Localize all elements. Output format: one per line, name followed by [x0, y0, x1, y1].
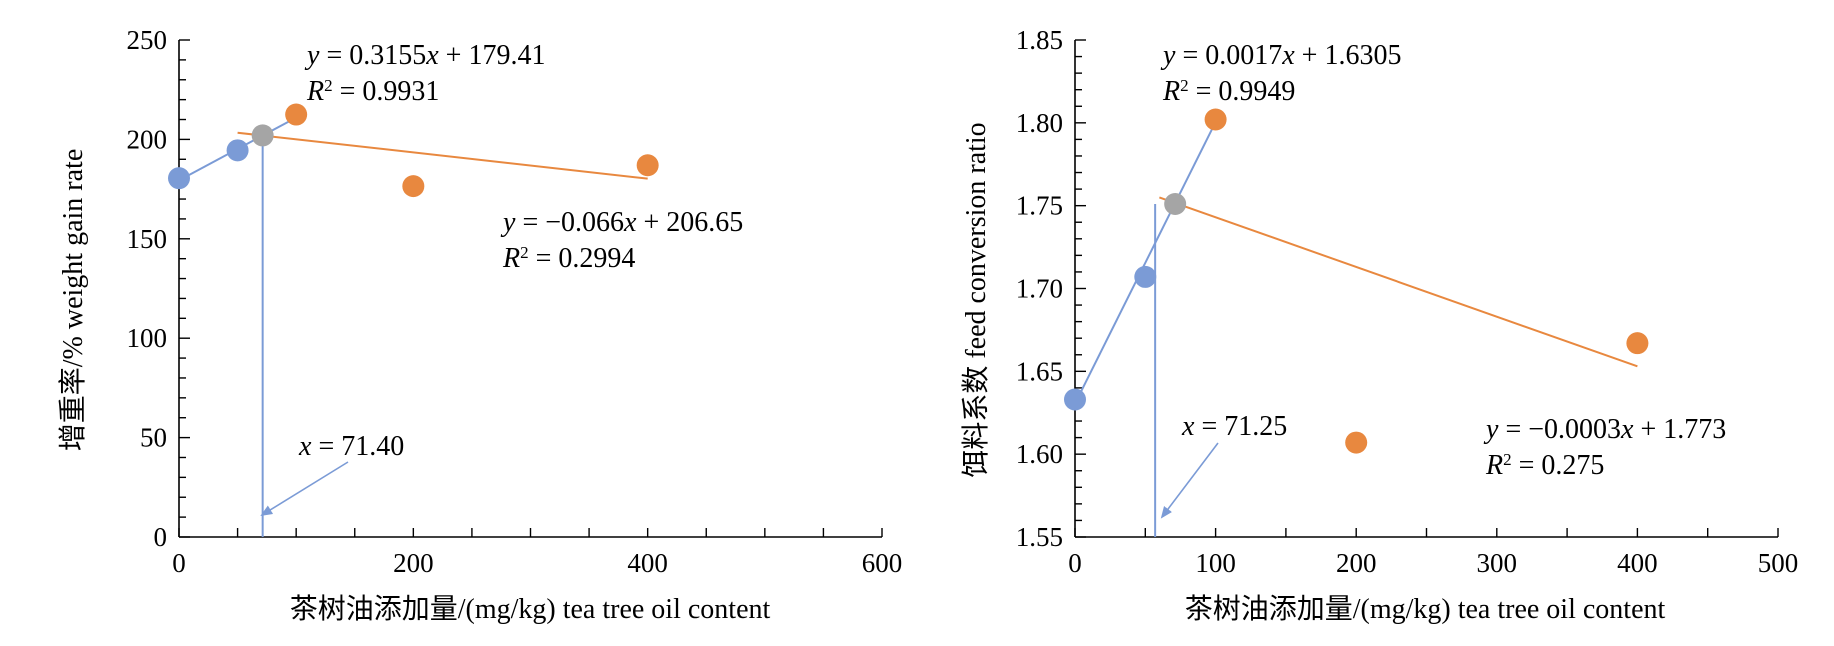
y-tick-label: 1.75	[1016, 191, 1063, 221]
eq-intercept: + 179.41	[439, 40, 546, 71]
x-tick-label: 600	[862, 548, 903, 578]
data-point-orange	[1626, 332, 1649, 355]
data-point-orange	[285, 103, 308, 126]
y-axis-title: 饵料系数 feed conversion ratio	[960, 122, 992, 477]
x-axis-title: 茶树油添加量/(mg/kg) tea tree oil content	[1185, 593, 1666, 625]
y-tick-label: 200	[127, 124, 168, 154]
data-point-gray	[251, 124, 274, 147]
r-var: R	[1485, 450, 1503, 481]
fit-line-blue	[1074, 121, 1217, 405]
y-tick-label: 1.85	[1016, 25, 1063, 55]
x-intersection-label: x = 71.25	[1181, 411, 1287, 442]
eq-var-y: y	[500, 207, 516, 238]
fit-equation-blue: y = 0.0017x + 1.6305	[1160, 40, 1401, 71]
x-tick-label: 400	[627, 548, 668, 578]
x-tick-label: 400	[1617, 548, 1658, 578]
x-intersection-arrow	[1160, 442, 1219, 519]
eq-intercept: + 1.773	[1633, 414, 1726, 445]
eq-coef: = −0.066	[515, 207, 624, 238]
r-value: = 0.275	[1512, 450, 1605, 481]
eq-var-y: y	[304, 40, 320, 71]
fit-equation-orange: y = −0.066x + 206.65	[500, 207, 743, 238]
y-tick-label: 0	[154, 522, 168, 552]
r-squared-blue: R2 = 0.9931	[306, 76, 439, 108]
fit-line-orange	[1159, 196, 1638, 368]
y-tick-label: 250	[127, 25, 168, 55]
x-value: = 71.25	[1194, 411, 1287, 442]
x-var: x	[1181, 411, 1195, 442]
data-point-orange	[1204, 108, 1227, 131]
fit-equation-orange: y = −0.0003x + 1.773	[1483, 414, 1726, 445]
eq-var-y: y	[1160, 40, 1176, 71]
x-intersection-label: x = 71.40	[298, 431, 404, 462]
y-tick-label: 1.80	[1016, 108, 1063, 138]
fit-equation-blue: y = 0.3155x + 179.41	[304, 40, 545, 71]
data-point-orange	[402, 175, 425, 198]
r-var: R	[306, 76, 324, 107]
y-tick-label: 1.70	[1016, 274, 1063, 304]
x-tick-label: 500	[1758, 548, 1799, 578]
r-var: R	[502, 243, 520, 274]
r-var: R	[1162, 76, 1180, 107]
r-value: = 0.2994	[529, 243, 636, 274]
r-value: = 0.9949	[1189, 76, 1296, 107]
x-var: x	[298, 431, 312, 462]
y-tick-label: 1.65	[1016, 356, 1063, 386]
r-squared-orange: R2 = 0.2994	[502, 243, 635, 275]
eq-var-x: x	[1281, 40, 1295, 71]
y-tick-label: 1.55	[1016, 522, 1063, 552]
x-tick-label: 200	[1336, 548, 1377, 578]
x-intersection-arrow	[260, 461, 349, 517]
r-value: = 0.9931	[333, 76, 440, 107]
eq-coef: = −0.0003	[1498, 414, 1621, 445]
eq-var-x: x	[425, 40, 439, 71]
data-point-orange	[636, 154, 659, 177]
y-axis-title: 增重率/% weight gain rate	[57, 149, 89, 451]
x-tick-label: 0	[1068, 548, 1082, 578]
x-value: = 71.40	[311, 431, 404, 462]
y-tick-label: 1.60	[1016, 439, 1063, 469]
eq-var-x: x	[1620, 414, 1634, 445]
x-tick-label: 300	[1477, 548, 1518, 578]
eq-coef: = 0.3155	[319, 40, 426, 71]
y-tick-label: 100	[127, 323, 168, 353]
data-point-gray	[1164, 193, 1187, 216]
r-squared-orange: R2 = 0.275	[1485, 450, 1604, 482]
y-tick-label: 50	[140, 423, 167, 453]
data-point-blue	[226, 139, 249, 162]
feed-conversion-chart: 0 100 200 300 400 500 1.55 1.60 1.65 1.70 1.75 1.80…	[960, 25, 1798, 625]
r-exponent: 2	[520, 243, 529, 262]
r-squared-blue: R2 = 0.9949	[1162, 76, 1295, 108]
r-exponent: 2	[1503, 450, 1512, 469]
x-tick-label: 0	[172, 548, 186, 578]
data-point-blue	[168, 167, 190, 190]
data-point-blue	[1134, 265, 1157, 288]
eq-var-y: y	[1483, 414, 1499, 445]
data-point-blue	[1064, 388, 1086, 411]
r-exponent: 2	[1180, 76, 1189, 95]
data-point-orange	[1345, 431, 1368, 454]
r-exponent: 2	[324, 76, 333, 95]
x-axis-title: 茶树油添加量/(mg/kg) tea tree oil content	[290, 593, 771, 625]
x-tick-label: 200	[393, 548, 434, 578]
fit-line-orange	[237, 131, 648, 180]
eq-var-x: x	[623, 207, 637, 238]
x-tick-label: 100	[1195, 548, 1236, 578]
eq-intercept: + 206.65	[636, 207, 743, 238]
weight-gain-chart: 0 200 400 600 0 50 100 150 200 250 茶树油添加量/(mg/kg)…	[57, 25, 902, 625]
y-tick-label: 150	[127, 224, 168, 254]
eq-intercept: + 1.6305	[1295, 40, 1402, 71]
eq-coef: = 0.0017	[1175, 40, 1282, 71]
